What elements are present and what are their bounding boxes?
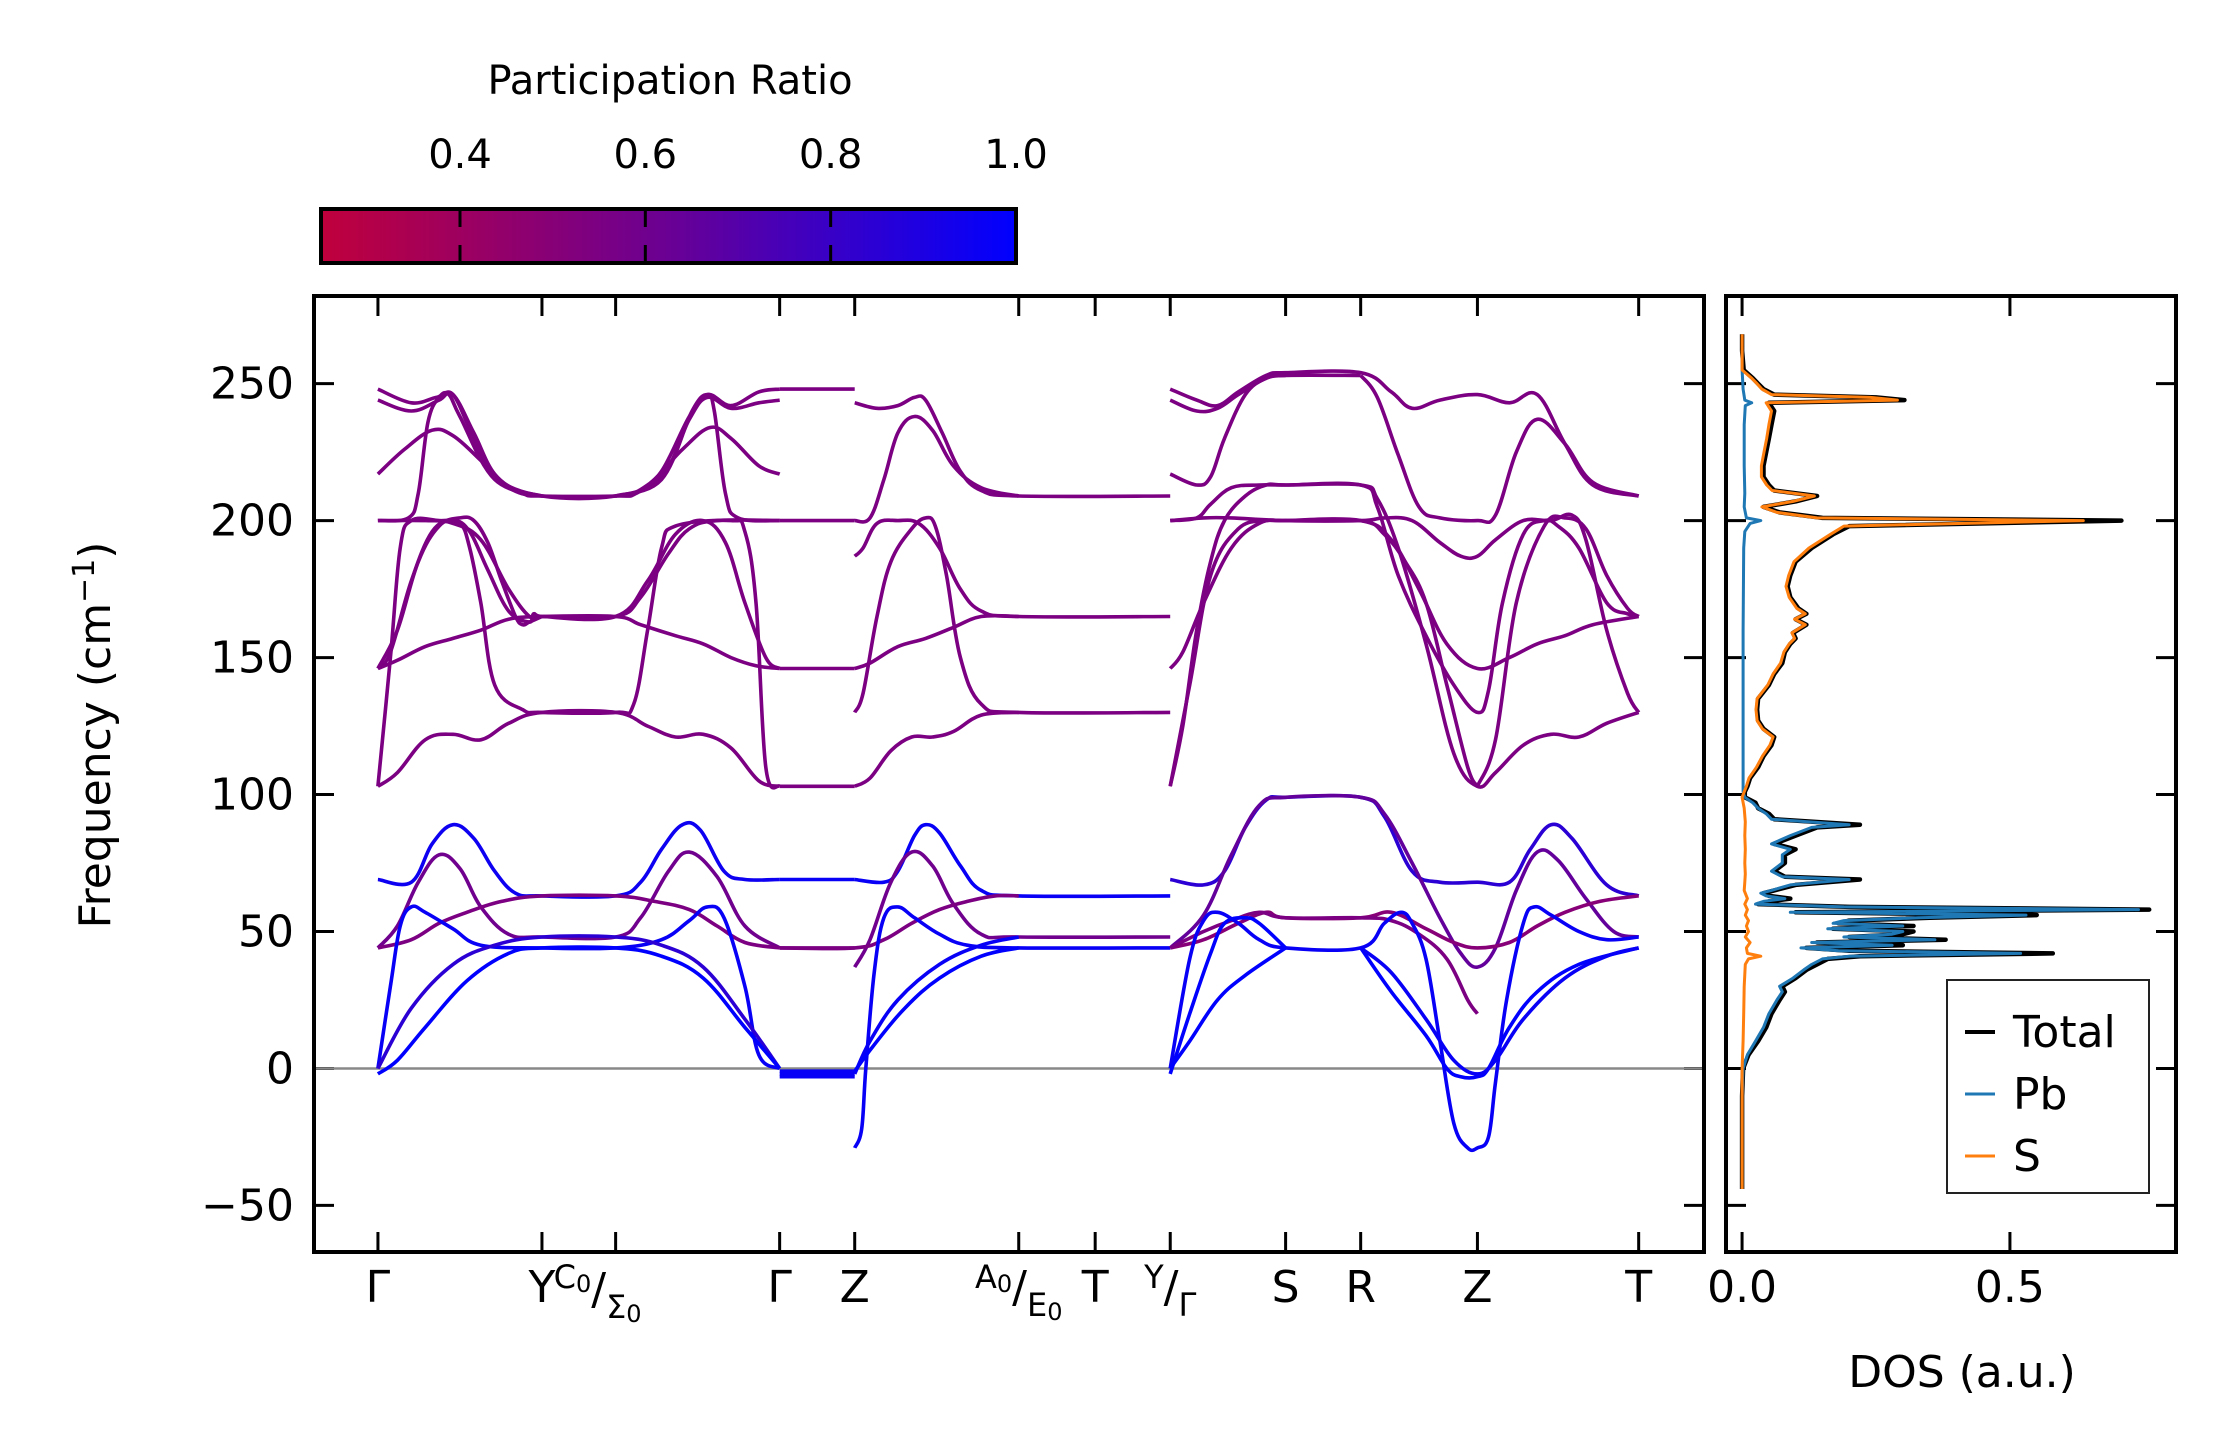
k-point-label: Y/Γ xyxy=(1143,1258,1196,1324)
k-point-label: Z xyxy=(1462,1262,1492,1313)
phonon-band xyxy=(1168,482,1640,789)
dos-x-tick-label: 0.5 xyxy=(1975,1262,2045,1313)
k-point-label: Z xyxy=(840,1262,870,1313)
main-ticks xyxy=(314,296,1704,1252)
band-segment-gamma-y-c0-sigma0-gamma xyxy=(376,387,782,790)
y-tick-label: 50 xyxy=(238,907,294,958)
phonon-band xyxy=(853,905,1171,1149)
phonon-band xyxy=(854,394,1171,499)
dos-x-axis-label: DOS (a.u.) xyxy=(1848,1347,2076,1398)
y-tick-label: 150 xyxy=(210,633,294,684)
dos-legend: Total Pb S xyxy=(1946,979,2150,1194)
main-axes-frame xyxy=(312,294,1706,1254)
phonon-band xyxy=(779,893,1019,951)
phonon-band xyxy=(853,935,1020,1075)
dos-curve-pb xyxy=(1740,350,2140,1189)
dos-x-tick-labels: 0.0 0.5 xyxy=(1707,1262,2045,1313)
k-point-label: A0/E0 xyxy=(975,1258,1063,1326)
phonon-band xyxy=(614,392,780,523)
phonon-band xyxy=(376,945,782,1076)
band-segment-gamma-y-c0-sigma0-gamma-low xyxy=(376,820,782,1076)
dos-curve-s xyxy=(1740,334,2085,1189)
y-tick-label: 200 xyxy=(210,496,294,547)
phonon-band xyxy=(377,613,780,671)
k-point-label: T xyxy=(1624,1262,1652,1313)
legend-label: S xyxy=(2013,1131,2041,1182)
phonon-band xyxy=(1359,374,1640,525)
legend-label: Total xyxy=(2012,1007,2116,1058)
k-point-label: C0/Σ0 xyxy=(554,1258,642,1328)
y-axis-label: Frequency (cm−1) xyxy=(67,542,121,929)
y-tick-label: 250 xyxy=(210,359,294,410)
legend-label: Pb xyxy=(2013,1069,2067,1120)
phonon-band xyxy=(377,390,543,523)
y-tick-label: 100 xyxy=(210,770,294,821)
colorbar-tick-label: 1.0 xyxy=(984,132,1048,178)
phonon-band xyxy=(1168,793,1640,969)
colorbar-tick-label: 0.6 xyxy=(614,132,678,178)
dos-curves xyxy=(1739,334,2152,1189)
k-point-label: Γ xyxy=(366,1262,391,1313)
phonon-band xyxy=(1169,373,1361,414)
k-point-label: T xyxy=(1081,1262,1109,1313)
phonon-band xyxy=(377,893,780,950)
phonon-band xyxy=(377,820,780,899)
phonon-band xyxy=(1475,514,1640,788)
k-point-label: S xyxy=(1272,1262,1300,1313)
phonon-band xyxy=(376,425,781,500)
k-point-label: Y xyxy=(528,1262,556,1313)
phonon-band xyxy=(1168,517,1480,788)
k-point-labels: Γ YC0/Σ0Γ Z A0/E0 T Y/Γ S R Z T xyxy=(366,1258,1653,1328)
k-point-label: Γ xyxy=(767,1262,792,1313)
colorbar-tick-labels: 0.4 0.6 0.8 1.0 xyxy=(428,132,1048,178)
colorbar-tick-label: 0.8 xyxy=(799,132,863,178)
colorbar-gradient xyxy=(319,207,1018,265)
phonon-band xyxy=(376,515,543,670)
y-tick-label: −50 xyxy=(201,1180,294,1231)
colorbar-tick-label: 0.4 xyxy=(428,132,492,178)
phonon-band xyxy=(376,708,781,789)
phonon-band xyxy=(854,414,1020,524)
phonon-band xyxy=(1169,910,1479,1015)
y-tick-label: 0 xyxy=(266,1043,294,1094)
phonon-band xyxy=(1359,946,1640,1076)
dos-panel: 0.0 0.5 DOS (a.u.) Total Pb S xyxy=(1707,294,2178,1398)
band-segment-y-gamma-s-r-z-t xyxy=(1168,369,1641,1153)
phonon-band xyxy=(376,518,781,671)
phonon-band xyxy=(1169,894,1639,950)
phonon-band xyxy=(1168,946,1287,1070)
phonon-band xyxy=(853,946,1020,1073)
phonon-band xyxy=(853,518,1171,619)
colorbar-ticks xyxy=(458,209,833,263)
phonon-band xyxy=(854,613,1019,671)
phonon-band xyxy=(1168,904,1639,1153)
phonon-band xyxy=(853,710,1019,788)
dos-axes-frame xyxy=(1724,294,2178,1254)
phonon-band xyxy=(1170,512,1641,714)
colorbar: Participation Ratio 0.4 0.6 0.8 1.0 xyxy=(319,58,1048,265)
phonon-band xyxy=(1169,373,1286,487)
phonon-band xyxy=(1359,946,1640,1080)
dos-x-tick-label: 0.0 xyxy=(1707,1262,1777,1313)
k-point-label: R xyxy=(1345,1262,1376,1313)
band-segment-z-a0-e0-t-y xyxy=(779,394,1171,1149)
phonon-band xyxy=(376,934,782,1070)
phonon-bands xyxy=(376,369,1641,1153)
phonon-band xyxy=(1170,481,1640,715)
colorbar-label: Participation Ratio xyxy=(487,58,852,104)
phonon-band xyxy=(1168,915,1287,1075)
phonon-band xyxy=(853,849,1171,969)
band-segment-gamma-z xyxy=(779,387,855,1079)
y-tick-labels: −50 0 50 100 150 200 250 xyxy=(201,359,294,1232)
